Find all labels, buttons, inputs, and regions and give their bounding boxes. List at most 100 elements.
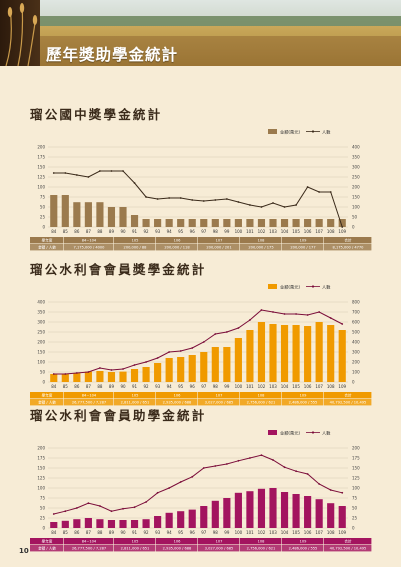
bar bbox=[165, 358, 173, 382]
y-tick-label-left: 300 bbox=[37, 319, 45, 324]
x-tick-label: 86 bbox=[74, 229, 80, 234]
count-point bbox=[168, 351, 171, 353]
table-cell-text: 108 bbox=[258, 238, 266, 242]
x-tick-label: 98 bbox=[213, 229, 219, 234]
bar bbox=[269, 219, 277, 227]
bar bbox=[84, 202, 92, 227]
table-cell-text: 105 bbox=[132, 393, 139, 397]
table-cell-text: 合計 bbox=[344, 237, 352, 242]
x-tick-label: 107 bbox=[315, 384, 323, 389]
y-tick-label-left: 150 bbox=[37, 465, 45, 470]
x-tick-label: 103 bbox=[269, 530, 277, 535]
table-cell-text: 84~104 bbox=[82, 539, 97, 543]
x-tick-label: 100 bbox=[235, 229, 243, 234]
bar bbox=[327, 503, 335, 528]
x-tick-label: 93 bbox=[155, 229, 161, 234]
x-tick-label: 104 bbox=[281, 530, 289, 535]
bar bbox=[96, 202, 104, 227]
x-tick-label: 108 bbox=[327, 229, 335, 234]
x-tick-label: 92 bbox=[144, 384, 150, 389]
table-cell bbox=[30, 244, 64, 251]
y-tick-label-left: 175 bbox=[37, 154, 45, 159]
count-point bbox=[272, 459, 274, 461]
y-tick-label-left: 100 bbox=[37, 485, 45, 490]
y-tick-label-right: 700 bbox=[352, 309, 360, 314]
count-point bbox=[145, 501, 147, 503]
table-cell bbox=[114, 244, 156, 251]
bar bbox=[73, 373, 81, 382]
table-cell bbox=[156, 538, 198, 545]
table-cell bbox=[198, 399, 240, 406]
x-tick-label: 88 bbox=[97, 229, 103, 234]
bar bbox=[154, 219, 162, 227]
table-cell bbox=[198, 392, 240, 399]
count-point bbox=[249, 457, 251, 459]
table-cell bbox=[156, 545, 198, 552]
table-cell-text: 40,792,500 / 10,495 bbox=[330, 400, 367, 404]
x-tick-label: 86 bbox=[74, 384, 80, 389]
count-point bbox=[202, 200, 205, 202]
chart-title: 瑠公水利會會員獎學金統計 bbox=[30, 262, 207, 277]
count-point bbox=[329, 191, 332, 193]
x-tick-label: 91 bbox=[132, 384, 138, 389]
table-cell bbox=[198, 545, 240, 552]
bar bbox=[327, 325, 335, 382]
count-point bbox=[329, 489, 332, 491]
bar bbox=[280, 492, 289, 528]
x-tick-label: 95 bbox=[178, 530, 184, 535]
bar bbox=[130, 215, 139, 227]
count-point bbox=[295, 313, 297, 315]
count-point bbox=[75, 174, 78, 176]
table-cell-text: 2,486,000 / 555 bbox=[289, 546, 318, 550]
table-cell-text: 26,777,500 / 7,287 bbox=[72, 400, 106, 404]
x-tick-label: 102 bbox=[258, 229, 266, 234]
x-tick-label: 87 bbox=[86, 384, 92, 389]
count-point bbox=[249, 319, 251, 321]
table-cell bbox=[114, 545, 156, 552]
table-cell-text: 合計 bbox=[344, 392, 352, 397]
x-tick-label: 96 bbox=[190, 530, 196, 535]
table-cell-text: 學年度 bbox=[42, 392, 53, 397]
x-tick-label: 101 bbox=[246, 229, 254, 234]
bar bbox=[61, 520, 69, 528]
y-tick-label-left: 175 bbox=[37, 455, 45, 460]
x-tick-label: 99 bbox=[224, 229, 230, 234]
x-tick-label: 84 bbox=[51, 229, 57, 234]
y-tick-label-left: 75 bbox=[40, 194, 46, 199]
table-cell-text: 8,175,000 / 4770 bbox=[333, 245, 365, 249]
table-cell-text: 108 bbox=[258, 539, 266, 543]
table-cell bbox=[282, 399, 324, 406]
count-line bbox=[53, 309, 343, 375]
x-tick-label: 104 bbox=[281, 229, 289, 234]
x-tick-label: 95 bbox=[178, 384, 184, 389]
x-tick-label: 91 bbox=[132, 229, 138, 234]
x-tick-label: 87 bbox=[86, 530, 92, 535]
y-tick-label-right: 250 bbox=[352, 174, 360, 179]
chart-junior-high-scholarship: 瑠公國中獎學金統計 金額(萬元) 人數 200 400 175 350 150 300 125 2… bbox=[30, 104, 380, 261]
table-cell-text: 84~104 bbox=[82, 238, 97, 242]
bar bbox=[177, 357, 185, 382]
x-tick-label: 109 bbox=[338, 530, 346, 535]
chart-title: 瑠公水利會會員助學金統計 bbox=[30, 408, 207, 423]
table-cell bbox=[282, 237, 324, 244]
count-point bbox=[306, 186, 309, 188]
bar bbox=[234, 492, 242, 528]
y-tick-label-right: 75 bbox=[352, 495, 358, 500]
count-point bbox=[260, 206, 263, 208]
x-tick-label: 107 bbox=[315, 229, 323, 234]
x-tick-label: 105 bbox=[292, 229, 300, 234]
legend-label-amount: 金額(萬元) bbox=[280, 129, 300, 136]
bar bbox=[211, 500, 219, 528]
count-point bbox=[318, 191, 321, 193]
bar bbox=[188, 509, 196, 528]
count-point bbox=[156, 357, 159, 359]
table-cell-text: 200,000 / 201 bbox=[206, 245, 231, 249]
x-tick-label: 106 bbox=[304, 530, 312, 535]
x-tick-label: 109 bbox=[338, 384, 346, 389]
table-cell-text: 105 bbox=[132, 238, 139, 242]
y-tick-label-left: 50 bbox=[40, 505, 46, 510]
x-tick-label: 98 bbox=[213, 530, 219, 535]
table-cell-text: 金額 / 人數 bbox=[38, 545, 56, 550]
table-cell bbox=[240, 244, 282, 251]
y-tick-label-right: 300 bbox=[352, 349, 360, 354]
